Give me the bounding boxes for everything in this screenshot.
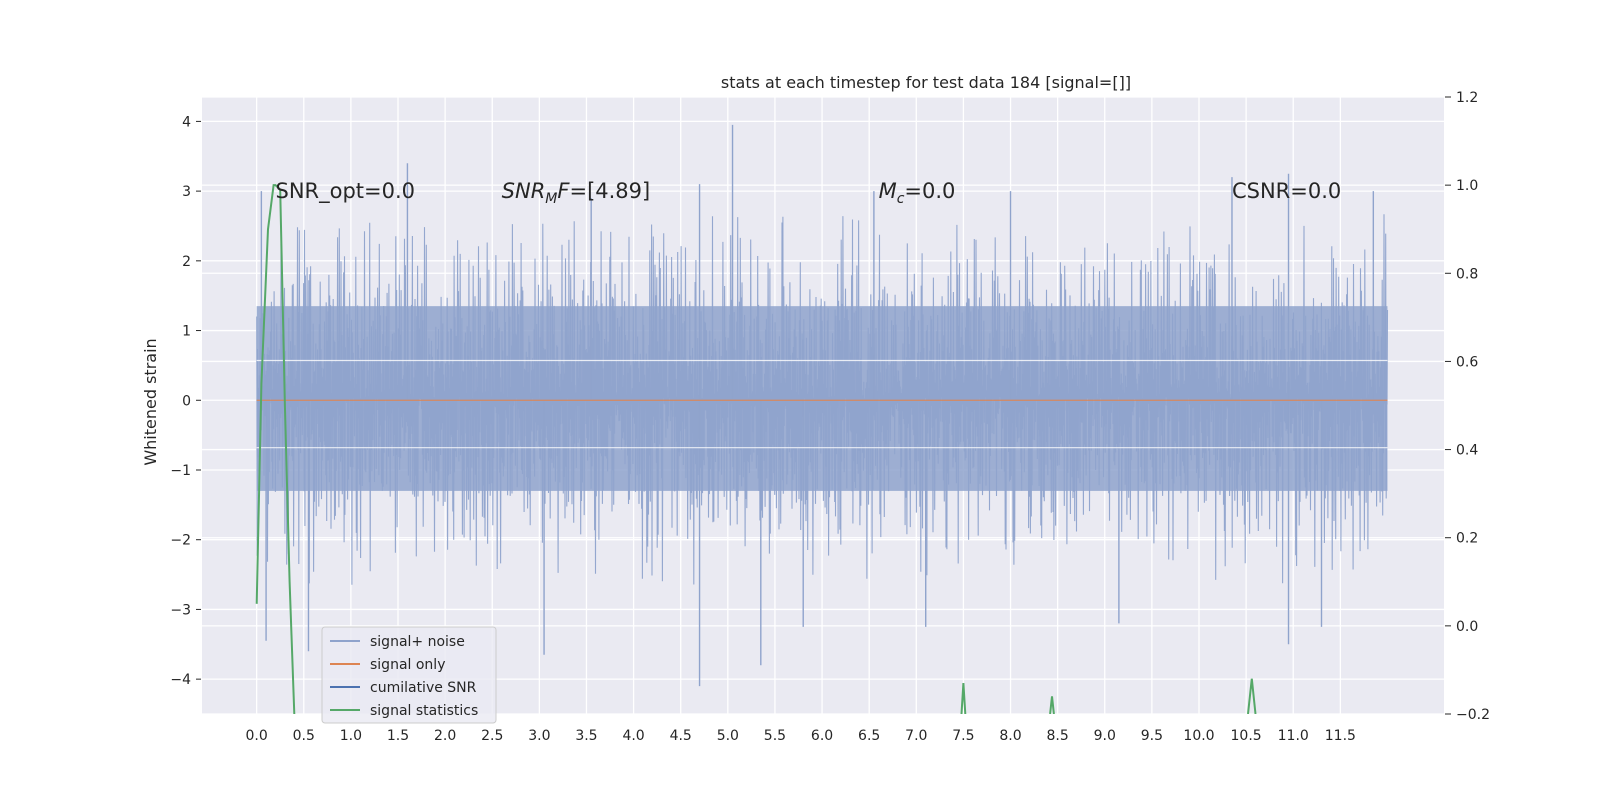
noise-series bbox=[256, 124, 1389, 687]
y-tick-label: −2 bbox=[170, 533, 191, 549]
x-tick-label: 2.5 bbox=[481, 728, 503, 744]
y2-tick-label: 1.2 bbox=[1456, 90, 1478, 106]
y2-tick-label: 0.6 bbox=[1456, 354, 1478, 370]
x-tick-label: 8.0 bbox=[999, 728, 1021, 744]
annotation-part: M bbox=[879, 179, 897, 203]
annotation-part: SNR bbox=[502, 179, 546, 203]
x-tick-label: 7.5 bbox=[952, 728, 974, 744]
y2-tick-label: 0.8 bbox=[1456, 266, 1478, 282]
x-tick-label: 2.0 bbox=[434, 728, 456, 744]
y-tick-label: 1 bbox=[182, 324, 191, 340]
annotation-mc: Mc=0.0 bbox=[879, 179, 956, 207]
x-axis-ticks: 0.0 0.5 1.0 1.5 2.0 2.5 3.0 3.5 4.0 4.5 5.0 5.5 6.0 6… bbox=[246, 728, 1356, 744]
x-tick-label: 11.5 bbox=[1325, 728, 1356, 744]
y2-tick-label: 1.0 bbox=[1456, 178, 1478, 194]
x-tick-label: 10.0 bbox=[1183, 728, 1214, 744]
annotation-snr-opt: SNR_opt=0.0 bbox=[276, 179, 416, 204]
signal-statistics-line bbox=[1049, 696, 1055, 714]
x-tick-label: 7.0 bbox=[905, 728, 927, 744]
legend-entry: signal+ noise bbox=[370, 634, 465, 650]
annotation-part: =[4.89] bbox=[569, 179, 650, 203]
annotation-part: =0.0 bbox=[904, 179, 955, 203]
y2-tick-label: 0.4 bbox=[1456, 443, 1478, 459]
annotation-part: c bbox=[897, 191, 905, 207]
legend: signal+ noise signal only cumilative SNR si… bbox=[321, 626, 497, 724]
x-tick-label: 9.0 bbox=[1094, 728, 1116, 744]
legend-box bbox=[321, 626, 497, 724]
y-tick-label: −3 bbox=[170, 602, 191, 618]
x-tick-label: 4.0 bbox=[622, 728, 644, 744]
annotation-snr-mf: SNRMF=[4.89] bbox=[502, 179, 651, 207]
x-tick-label: 6.5 bbox=[858, 728, 880, 744]
legend-entry: signal only bbox=[370, 657, 445, 673]
chart-title: stats at each timestep for test data 184… bbox=[721, 73, 1131, 92]
x-tick-label: 0.5 bbox=[293, 728, 315, 744]
x-tick-label: 5.5 bbox=[764, 728, 786, 744]
x-tick-label: 5.0 bbox=[717, 728, 739, 744]
y-tick-label: −1 bbox=[170, 463, 191, 479]
x-tick-label: 11.0 bbox=[1278, 728, 1309, 744]
line-series bbox=[255, 184, 1388, 714]
y2-tick-label: 0.2 bbox=[1456, 531, 1478, 547]
x-tick-label: 10.5 bbox=[1231, 728, 1262, 744]
y-axis-label: Whitened strain bbox=[141, 338, 160, 465]
y2-axis-ticks: 1.2 1.0 0.8 0.6 0.4 0.2 0.0 −0.2 bbox=[1445, 90, 1490, 723]
y2-tick-label: −0.2 bbox=[1456, 707, 1490, 723]
y-tick-label: 4 bbox=[182, 114, 191, 130]
signal-statistics-line bbox=[960, 683, 967, 714]
annotation-part: SNR_opt=0.0 bbox=[276, 179, 416, 204]
annotation-part: CSNR=0.0 bbox=[1232, 179, 1341, 203]
x-tick-label: 1.5 bbox=[387, 728, 409, 744]
signal-statistics-line bbox=[255, 184, 296, 714]
noise-band-core bbox=[256, 306, 1388, 491]
y-tick-label: 2 bbox=[182, 254, 191, 270]
legend-entry: cumilative SNR bbox=[370, 680, 477, 696]
annotation-part: F bbox=[557, 179, 570, 203]
x-tick-label: 8.5 bbox=[1047, 728, 1069, 744]
signal-statistics-line bbox=[1247, 678, 1257, 714]
y-axis-ticks: 4 3 2 1 0 −1 −2 −3 −4 bbox=[170, 114, 201, 688]
annotation-part: M bbox=[545, 191, 557, 207]
y-tick-label: 3 bbox=[182, 184, 191, 200]
legend-entry: signal statistics bbox=[370, 703, 478, 719]
x-tick-label: 6.0 bbox=[811, 728, 833, 744]
y-tick-label: 0 bbox=[182, 393, 191, 409]
annotations: SNR_opt=0.0 SNRMF=[4.89] Mc=0.0 CSNR=0.0 bbox=[276, 179, 1342, 207]
x-tick-label: 0.0 bbox=[246, 728, 268, 744]
annotation-csnr: CSNR=0.0 bbox=[1232, 179, 1341, 203]
x-tick-label: 3.5 bbox=[575, 728, 597, 744]
x-tick-label: 4.5 bbox=[670, 728, 692, 744]
x-tick-label: 3.0 bbox=[528, 728, 550, 744]
y2-tick-label: 0.0 bbox=[1456, 619, 1478, 635]
x-tick-label: 9.5 bbox=[1141, 728, 1163, 744]
y-tick-label: −4 bbox=[170, 672, 191, 688]
x-tick-label: 1.0 bbox=[340, 728, 362, 744]
